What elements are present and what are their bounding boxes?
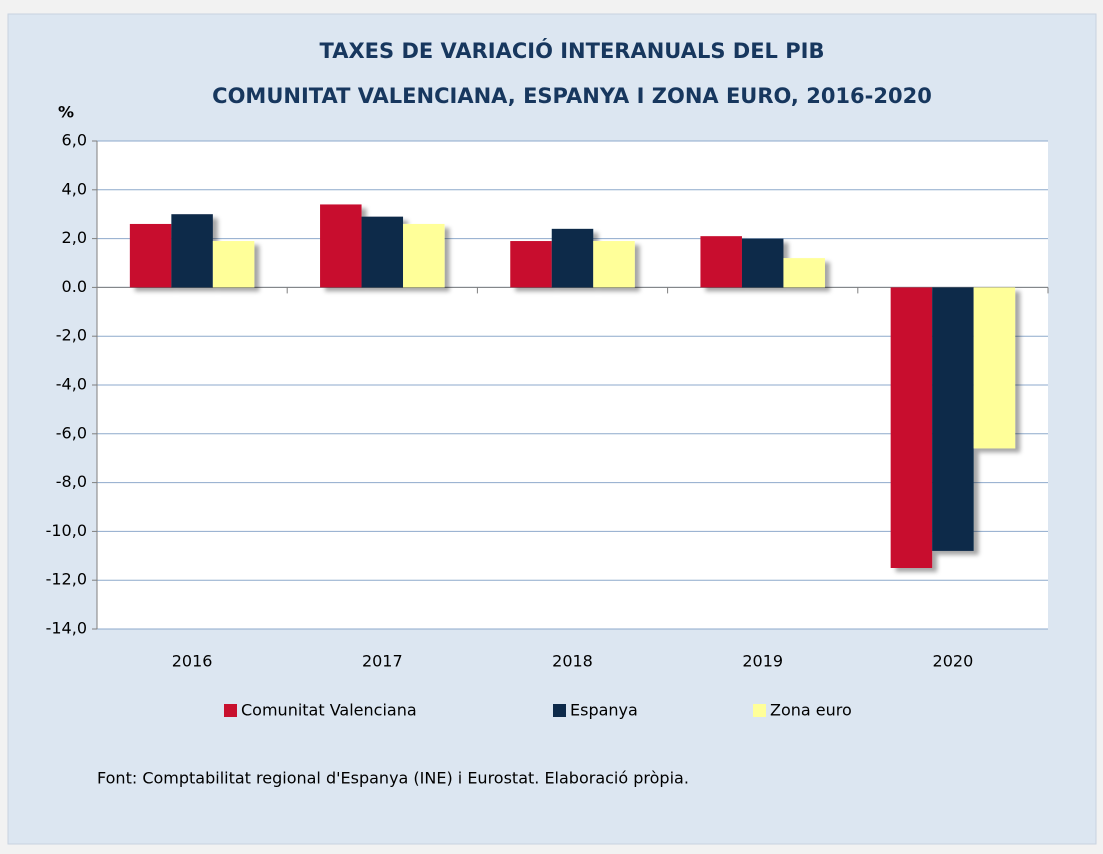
x-tick-label: 2020 bbox=[933, 652, 974, 671]
y-axis-label: % bbox=[58, 103, 74, 122]
y-tick-label: -4,0 bbox=[56, 375, 87, 394]
legend-swatch bbox=[224, 704, 237, 717]
bar bbox=[741, 238, 784, 288]
bar bbox=[510, 241, 552, 288]
x-tick-label: 2016 bbox=[172, 652, 213, 671]
bars bbox=[129, 204, 1016, 568]
x-tick-label: 2019 bbox=[742, 652, 783, 671]
chart-subtitle: COMUNITAT VALENCIANA, ESPANYA I ZONA EUR… bbox=[212, 84, 932, 108]
bar bbox=[361, 216, 404, 288]
legend-swatch bbox=[553, 704, 566, 717]
bar bbox=[890, 287, 933, 568]
y-tick-label: -6,0 bbox=[56, 423, 87, 442]
y-tick-label: 4,0 bbox=[62, 179, 87, 198]
y-tick-label: 6,0 bbox=[62, 131, 87, 150]
bar bbox=[783, 258, 825, 288]
bar bbox=[403, 223, 445, 288]
legend-label: Espanya bbox=[570, 701, 638, 720]
y-tick-label: 2,0 bbox=[62, 228, 87, 247]
x-tick-label: 2018 bbox=[552, 652, 593, 671]
bar bbox=[129, 223, 172, 288]
source-note: Font: Comptabilitat regional d'Espanya (… bbox=[97, 769, 689, 788]
y-tick-label: 0.0 bbox=[62, 277, 87, 296]
bar bbox=[593, 241, 635, 288]
y-tick-label: -8,0 bbox=[56, 472, 87, 491]
legend-swatch bbox=[753, 704, 766, 717]
chart-title: TAXES DE VARIACIÓ INTERANUALS DEL PIB bbox=[320, 38, 825, 63]
legend-label: Comunitat Valenciana bbox=[241, 701, 417, 720]
bar bbox=[171, 214, 213, 288]
bar bbox=[212, 241, 255, 288]
legend-label: Zona euro bbox=[770, 701, 852, 720]
y-tick-label: -10,0 bbox=[46, 521, 87, 540]
y-tick-label: -14,0 bbox=[46, 619, 87, 638]
y-tick-label: -2,0 bbox=[56, 326, 87, 345]
x-tick-label: 2017 bbox=[362, 652, 403, 671]
bar bbox=[551, 228, 594, 288]
bar bbox=[932, 287, 974, 551]
bar bbox=[700, 236, 742, 288]
bar bbox=[973, 287, 1016, 449]
bar bbox=[320, 204, 362, 288]
y-tick-label: -12,0 bbox=[46, 570, 87, 589]
